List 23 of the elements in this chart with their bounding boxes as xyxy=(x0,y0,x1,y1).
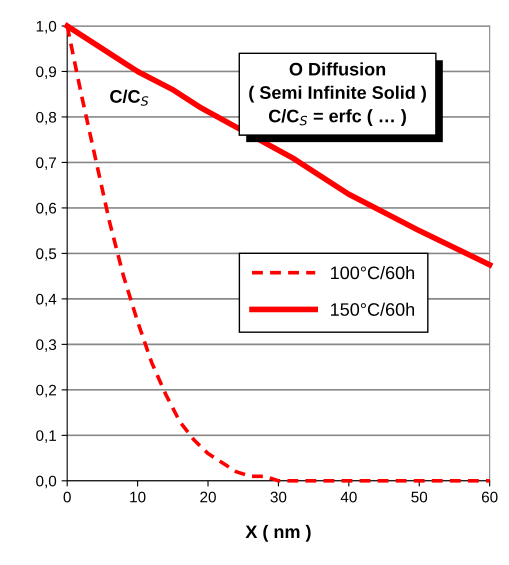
y-tick-label: 0,6 xyxy=(36,202,56,216)
y-tick-label: 0,4 xyxy=(36,294,56,306)
y-tick-label: 1,0 xyxy=(36,20,56,34)
y-tick-label: 0,5 xyxy=(36,248,56,261)
y-tick-label: 0,0 xyxy=(36,476,56,488)
x-tick-label: 10 xyxy=(130,492,146,502)
x-tick-label: 30 xyxy=(270,492,286,502)
y-tick-label: 0,8 xyxy=(36,112,56,124)
x-tick-label: 60 xyxy=(482,492,498,502)
legend-label: 100°C/60h xyxy=(331,266,414,280)
annotation: O Diffusion ( Semi Infinite Solid ) C/C$_{S}$ = erfc ( … ) xyxy=(249,62,426,126)
y-tick-label: 0,3 xyxy=(36,339,56,352)
x-tick-label: 0 xyxy=(64,492,71,502)
x-tick-label: 40 xyxy=(340,492,357,502)
y-tick-label: 0,7 xyxy=(36,157,56,170)
x-axis-title: X ( nm ) xyxy=(245,524,311,542)
y-tick-label: 0,1 xyxy=(36,430,56,443)
x-tick-label: 50 xyxy=(411,492,428,502)
y-tick-label: 0,9 xyxy=(36,66,56,79)
y-axis-title: C/C$_{S}$ xyxy=(110,90,148,106)
legend-label: 150°C/60h xyxy=(331,302,414,316)
x-tick-label: 20 xyxy=(200,492,216,502)
y-tick-label: 0,2 xyxy=(36,384,56,398)
